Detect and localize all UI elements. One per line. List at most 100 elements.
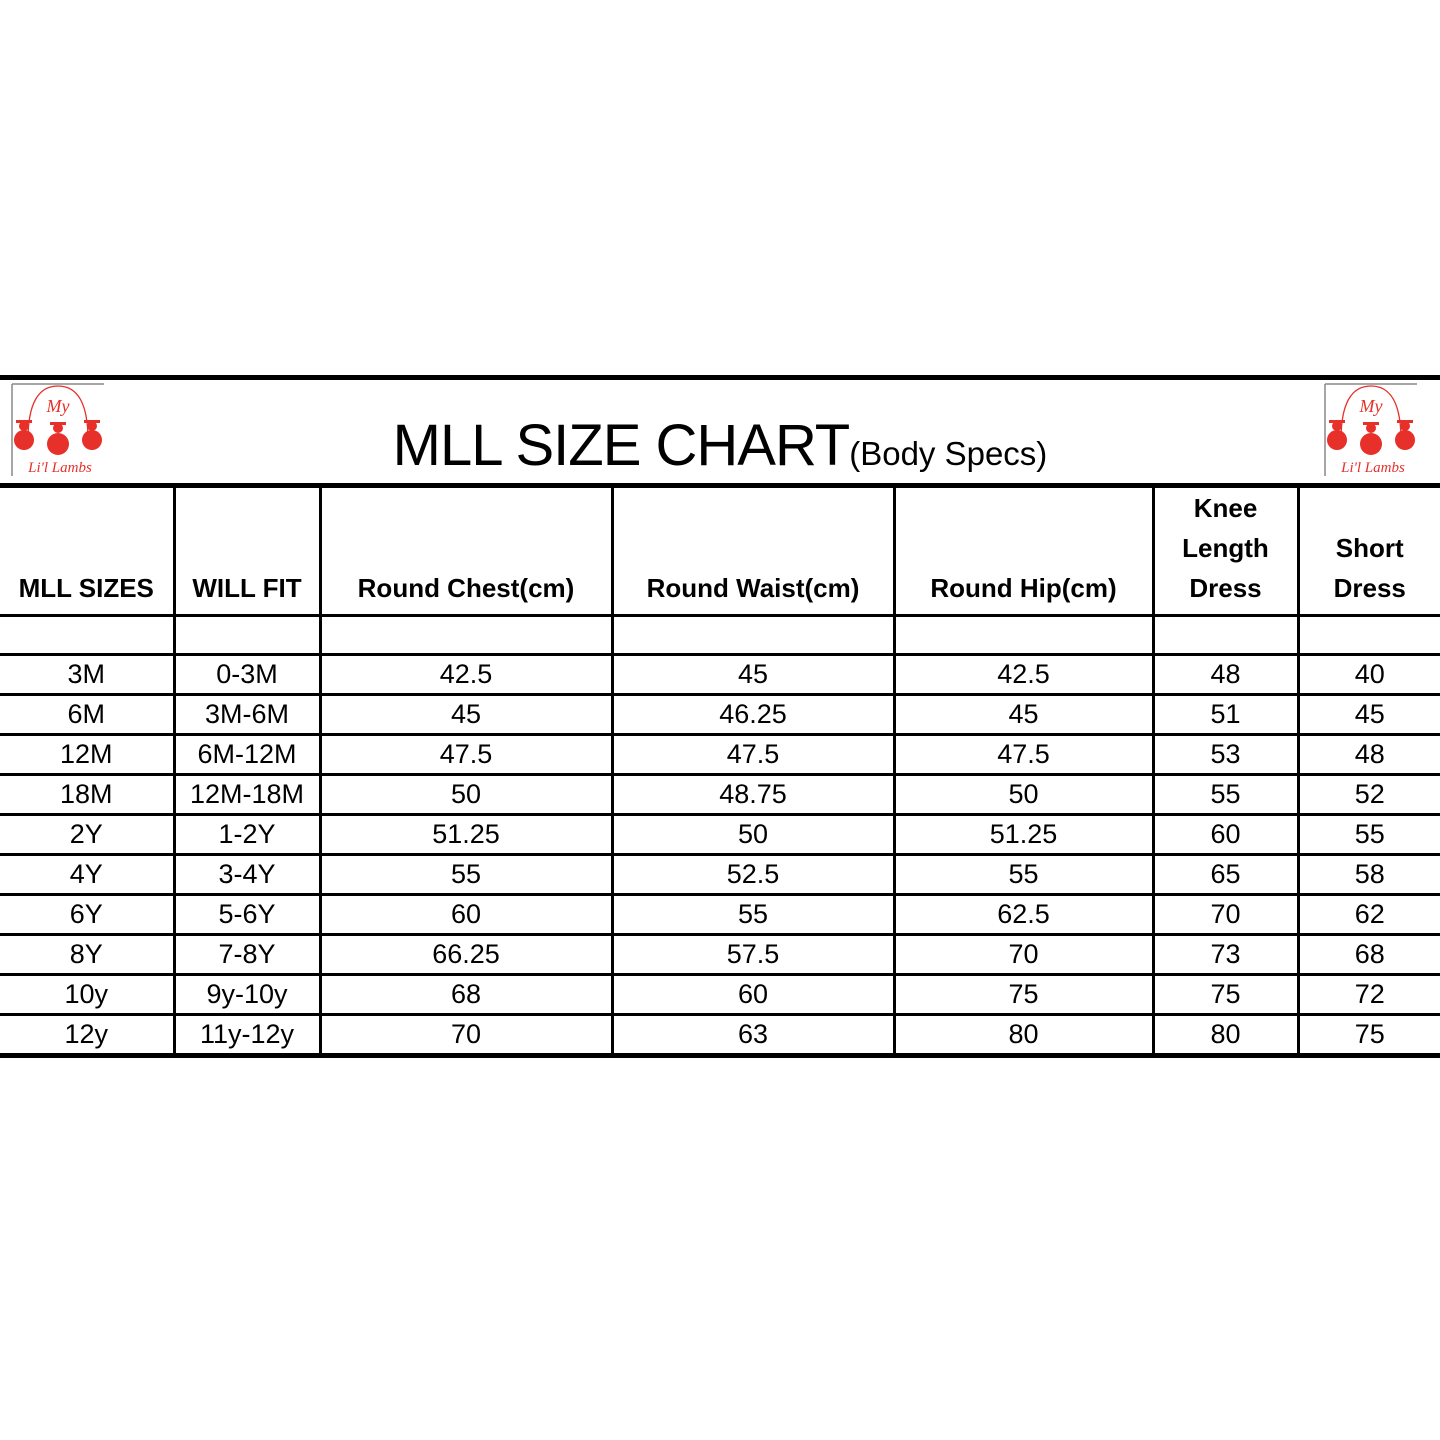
table-cell: 45 (318, 693, 614, 736)
column-header: Short Dress (1296, 483, 1440, 617)
column-header: MLL SIZES (0, 483, 176, 617)
table-row: 10y 9y-10y 68 60 75 75 72 (0, 973, 1440, 1016)
table-cell: 6M-12M (172, 733, 322, 776)
empty-cell (318, 614, 614, 656)
table-cell: 40 (1296, 653, 1440, 696)
table-cell: 73 (1151, 933, 1300, 976)
table-row: 18M 12M-18M 50 48.75 50 55 52 (0, 773, 1440, 816)
table-cell: 70 (318, 1013, 614, 1058)
table-cell: 70 (1151, 893, 1300, 936)
table-cell: 9y-10y (172, 973, 322, 1016)
table-cell: 55 (892, 853, 1155, 896)
table-cell: 48 (1151, 653, 1300, 696)
size-chart-table: MLL SIZES WILL FIT Round Chest(cm) Round Wa… (0, 483, 1440, 1058)
table-cell: 66.25 (318, 933, 614, 976)
table-cell: 48 (1296, 733, 1440, 776)
top-rule (0, 375, 1440, 380)
table-cell: 1-2Y (172, 813, 322, 856)
column-header: Round Hip(cm) (892, 483, 1155, 617)
table-cell: 51 (1151, 693, 1300, 736)
table-row: 8Y 7-8Y 66.25 57.5 70 73 68 (0, 933, 1440, 976)
column-header: Round Chest(cm) (318, 483, 614, 617)
table-cell: 3M-6M (172, 693, 322, 736)
svg-text:Li'l Lambs: Li'l Lambs (27, 460, 92, 476)
table-cell: 18M (0, 773, 176, 816)
table-cell: 65 (1151, 853, 1300, 896)
table-cell: 3M (0, 653, 176, 696)
table-cell: 53 (1151, 733, 1300, 776)
table-cell: 75 (892, 973, 1155, 1016)
table-cell: 51.25 (892, 813, 1155, 856)
table-cell: 47.5 (318, 733, 614, 776)
table-cell: 45 (892, 693, 1155, 736)
table-cell: 60 (610, 973, 896, 1016)
table-cell: 50 (892, 773, 1155, 816)
column-header: WILL FIT (172, 483, 322, 617)
table-cell: 80 (892, 1013, 1155, 1058)
column-header: Knee Length Dress (1151, 483, 1300, 617)
table-cell: 12M (0, 733, 176, 776)
title-main: MLL SIZE CHART (392, 413, 851, 478)
table-cell: 68 (318, 973, 614, 1016)
table-cell: 50 (610, 813, 896, 856)
table-cell: 47.5 (892, 733, 1155, 776)
table-cell: 62 (1296, 893, 1440, 936)
table-cell: 63 (610, 1013, 896, 1058)
table-cell: 80 (1151, 1013, 1300, 1058)
table-cell: 12M-18M (172, 773, 322, 816)
empty-row (0, 614, 1440, 656)
table-cell: 51.25 (318, 813, 614, 856)
table-cell: 42.5 (318, 653, 614, 696)
empty-cell (1296, 614, 1440, 656)
table-cell: 7-8Y (172, 933, 322, 976)
table-row: 6Y 5-6Y 60 55 62.5 70 62 (0, 893, 1440, 936)
table-cell: 10y (0, 973, 176, 1016)
table-cell: 68 (1296, 933, 1440, 976)
table-cell: 55 (1151, 773, 1300, 816)
table-cell: 55 (318, 853, 614, 896)
table-row: 6M 3M-6M 45 46.25 45 51 45 (0, 693, 1440, 736)
table-cell: 57.5 (610, 933, 896, 976)
title-sub: (Body Specs) (849, 435, 1048, 472)
table-cell: 60 (1151, 813, 1300, 856)
table-cell: 58 (1296, 853, 1440, 896)
table-cell: 47.5 (610, 733, 896, 776)
table-cell: 2Y (0, 813, 176, 856)
table-cell: 6M (0, 693, 176, 736)
table-cell: 75 (1296, 1013, 1440, 1058)
table-cell: 62.5 (892, 893, 1155, 936)
table-cell: 4Y (0, 853, 176, 896)
table-cell: 48.75 (610, 773, 896, 816)
table-cell: 46.25 (610, 693, 896, 736)
empty-cell (172, 614, 322, 656)
column-header: Round Waist(cm) (610, 483, 896, 617)
table-row: 12y 11y-12y 70 63 80 80 75 (0, 1013, 1440, 1058)
table-row: 4Y 3-4Y 55 52.5 55 65 58 (0, 853, 1440, 896)
table-cell: 50 (318, 773, 614, 816)
table-cell: 6Y (0, 893, 176, 936)
empty-cell (0, 614, 176, 656)
table-cell: 52 (1296, 773, 1440, 816)
table-cell: 52.5 (610, 853, 896, 896)
table-cell: 75 (1151, 973, 1300, 1016)
my-lil-lambs-logo: My Li'l Lambs (11, 383, 104, 476)
table-cell: 5-6Y (172, 893, 322, 936)
table-cell: 60 (318, 893, 614, 936)
svg-text:My: My (46, 396, 70, 416)
page-title: MLL SIZE CHART(Body Specs) (0, 412, 1440, 479)
table-cell: 3-4Y (172, 853, 322, 896)
table-cell: 72 (1296, 973, 1440, 1016)
table-cell: 45 (610, 653, 896, 696)
empty-cell (892, 614, 1155, 656)
table-row: 12M 6M-12M 47.5 47.5 47.5 53 48 (0, 733, 1440, 776)
table-cell: 0-3M (172, 653, 322, 696)
table-cell: 42.5 (892, 653, 1155, 696)
table-cell: 12y (0, 1013, 176, 1058)
table-cell: 11y-12y (172, 1013, 322, 1058)
table-cell: 55 (610, 893, 896, 936)
table-cell: 45 (1296, 693, 1440, 736)
table-row: 2Y 1-2Y 51.25 50 51.25 60 55 (0, 813, 1440, 856)
table-cell: 8Y (0, 933, 176, 976)
empty-cell (610, 614, 896, 656)
table-cell: 55 (1296, 813, 1440, 856)
